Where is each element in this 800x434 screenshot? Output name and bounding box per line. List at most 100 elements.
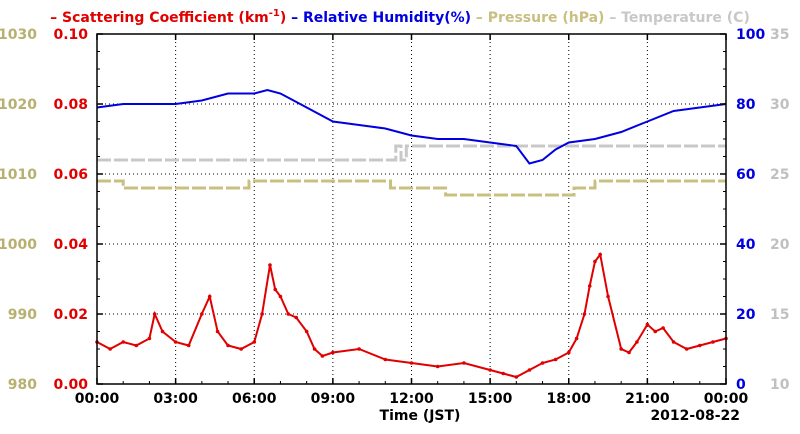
data-point-scattering xyxy=(320,354,325,358)
data-point-scattering xyxy=(226,343,230,348)
data-point-scattering xyxy=(488,368,492,372)
legend-item-marker: – xyxy=(50,10,62,26)
data-point-scattering xyxy=(134,343,139,348)
legend-item-sup: -1 xyxy=(269,8,280,19)
data-point-scattering xyxy=(527,368,532,372)
data-point-scattering xyxy=(186,343,191,348)
data-point-scattering xyxy=(252,340,257,344)
legend-item-label: Scattering Coefficient (km xyxy=(62,10,269,26)
x-tick-label: 12:00 xyxy=(389,391,434,407)
data-point-scattering xyxy=(260,312,264,316)
data-point-scattering xyxy=(697,343,702,348)
data-point-scattering xyxy=(357,347,361,351)
data-point-scattering xyxy=(160,329,165,334)
legend-item-marker: – xyxy=(604,10,621,26)
date-label: 2012-08-22 xyxy=(650,408,740,424)
chart-series-layer xyxy=(95,88,728,379)
data-point-scattering xyxy=(661,326,665,330)
scattering-tick-label: 0.08 xyxy=(53,97,88,113)
data-point-scattering xyxy=(239,347,243,351)
data-point-scattering xyxy=(147,336,152,341)
legend-item-marker: – xyxy=(286,10,303,26)
data-point-scattering xyxy=(593,259,597,264)
x-axis-label: Time (JST) xyxy=(380,408,461,424)
temperature-tick-label: 20 xyxy=(770,237,790,253)
data-point-scattering xyxy=(635,340,639,344)
legend-item-marker: – xyxy=(471,10,488,26)
data-point-scattering xyxy=(268,263,272,267)
data-point-scattering xyxy=(684,347,689,351)
data-point-scattering xyxy=(312,347,317,351)
data-point-scattering xyxy=(711,340,715,344)
pressure-tick-label: 1010 xyxy=(0,167,37,183)
data-point-scattering xyxy=(383,357,388,362)
pressure-tick-label: 1030 xyxy=(0,27,37,43)
series-line-humidity xyxy=(96,88,727,165)
legend-text: – Scattering Coefficient (km-1) – Relati… xyxy=(50,8,750,26)
x-tick-label: 00:00 xyxy=(704,391,749,407)
data-point-scattering xyxy=(331,350,335,355)
scattering-tick-label: 0.06 xyxy=(53,167,88,183)
data-point-scattering xyxy=(671,340,676,344)
scattering-tick-label: 0.02 xyxy=(53,307,88,323)
data-point-scattering xyxy=(627,350,631,355)
data-point-scattering xyxy=(121,340,126,344)
pressure-tick-label: 980 xyxy=(8,377,37,393)
humidity-tick-label: 40 xyxy=(736,237,756,253)
data-point-scattering xyxy=(278,294,283,299)
data-point-scattering xyxy=(152,312,157,316)
legend-item-label: Pressure (hPa) xyxy=(488,10,605,26)
legend-item-suffix: ) xyxy=(280,10,286,26)
x-tick-label: 03:00 xyxy=(153,391,198,407)
data-point-scattering xyxy=(514,375,519,379)
x-tick-label: 18:00 xyxy=(546,391,591,407)
data-point-scattering xyxy=(173,340,178,344)
series-line-scattering xyxy=(96,252,727,379)
temperature-tick-label: 25 xyxy=(770,167,789,183)
data-point-scattering xyxy=(582,312,587,316)
legend-item-label: Relative Humidity(%) xyxy=(303,10,471,26)
x-tick-label: 15:00 xyxy=(468,391,513,407)
temperature-tick-label: 30 xyxy=(770,97,790,113)
data-point-scattering xyxy=(619,347,623,351)
data-point-scattering xyxy=(273,287,278,292)
data-point-scattering xyxy=(566,350,571,355)
data-point-scattering xyxy=(606,294,610,299)
pressure-tick-label: 1000 xyxy=(0,237,37,253)
data-point-scattering xyxy=(462,361,466,365)
data-point-scattering xyxy=(574,336,579,341)
humidity-tick-label: 60 xyxy=(736,167,756,183)
data-point-scattering xyxy=(501,371,506,376)
scattering-tick-label: 0.04 xyxy=(53,237,88,253)
data-point-scattering xyxy=(598,252,602,257)
data-point-scattering xyxy=(553,357,558,362)
scattering-tick-label: 0.00 xyxy=(53,377,88,393)
series-line-pressure xyxy=(97,179,726,197)
pressure-tick-label: 990 xyxy=(8,307,37,323)
x-tick-label: 06:00 xyxy=(232,391,277,407)
chart-axes: 00:00 03:00 06:00 09:00 12:00 15:00 18:00 21:00… xyxy=(0,27,790,407)
temperature-tick-label: 10 xyxy=(770,377,790,393)
series-line-temperature xyxy=(97,144,726,162)
data-point-scattering xyxy=(409,361,414,365)
data-point-scattering xyxy=(587,284,592,288)
x-tick-label: 00:00 xyxy=(75,391,120,407)
data-point-scattering xyxy=(304,329,309,334)
chart-legend: – Scattering Coefficient (km-1) – Relati… xyxy=(50,8,750,26)
temperature-tick-label: 15 xyxy=(770,307,789,323)
data-point-scattering xyxy=(200,312,204,316)
data-point-scattering xyxy=(294,315,298,320)
data-point-scattering xyxy=(645,322,650,327)
chart-grid xyxy=(97,34,726,384)
data-point-scattering xyxy=(108,347,112,351)
humidity-tick-label: 80 xyxy=(736,97,756,113)
temperature-tick-label: 35 xyxy=(770,27,789,43)
data-point-scattering xyxy=(653,329,658,334)
pressure-tick-label: 1020 xyxy=(0,97,37,113)
legend-item-label: Temperature (C) xyxy=(621,10,750,26)
scattering-tick-label: 0.10 xyxy=(53,27,88,43)
data-point-scattering xyxy=(215,329,220,334)
data-point-scattering xyxy=(435,364,440,369)
data-point-scattering xyxy=(207,294,212,299)
